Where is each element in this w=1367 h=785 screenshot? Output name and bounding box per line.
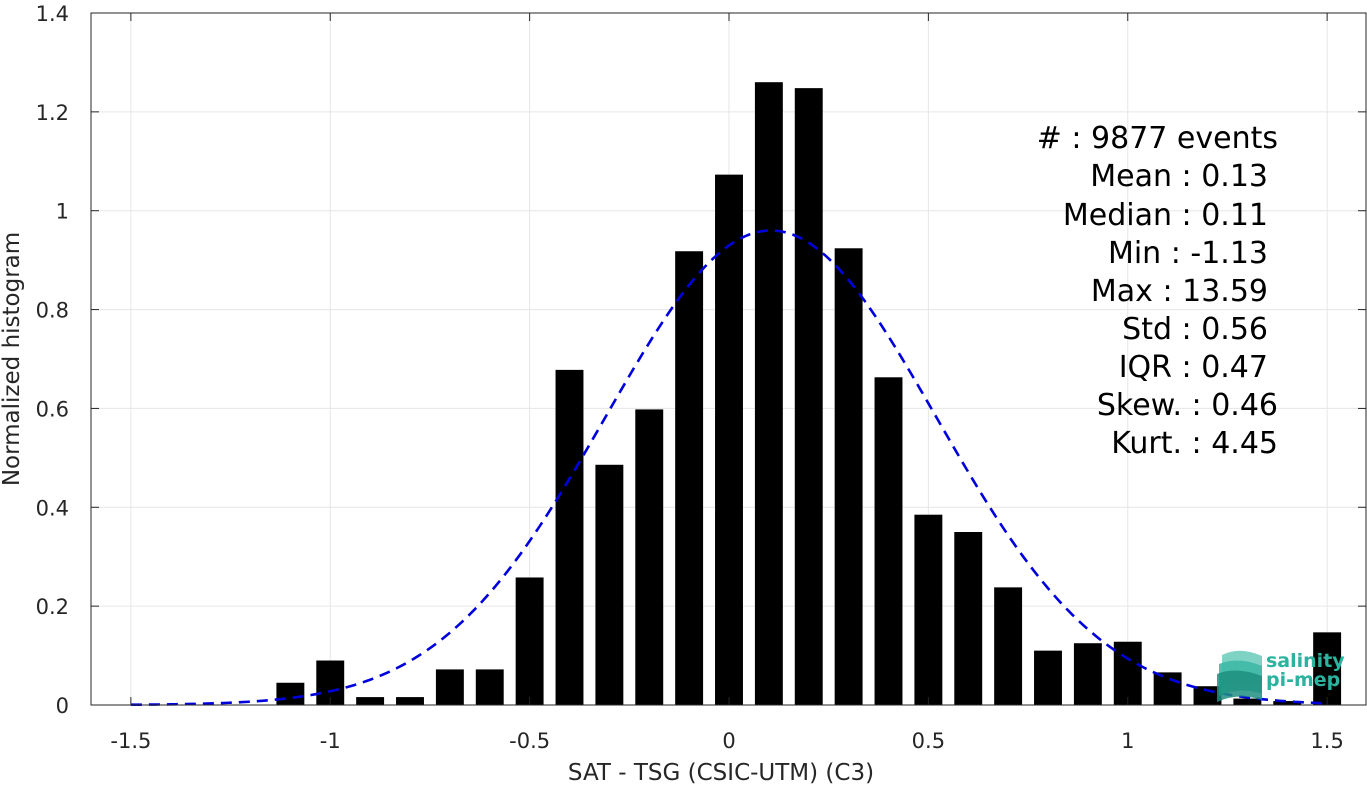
normal-fit-curve <box>130 229 1328 707</box>
logo-wave-icon <box>1217 650 1262 702</box>
y-axis-ticks: 0 0.2 0.4 0.6 0.8 1 1.2 1.4 <box>36 2 1366 718</box>
histogram-bar <box>515 577 544 705</box>
histogram-bar <box>356 697 385 705</box>
histogram-bar <box>1313 632 1342 705</box>
x-axis-label: SAT - TSG (CSIC-UTM) (C3) <box>568 760 874 785</box>
y-tick-label: 0.2 <box>36 595 69 619</box>
stat-skew: Skew. : 0.46 <box>1097 388 1278 423</box>
x-axis-ticks: -1.5 -1 -0.5 0 0.5 1 1.5 <box>110 13 1344 753</box>
statistics-box: # : 9877 events Mean : 0.13 Median : 0.1… <box>1037 121 1278 461</box>
y-tick-label: 0.8 <box>36 299 69 323</box>
y-tick-label: 0.4 <box>36 496 69 520</box>
y-axis-label: Normalized histogram <box>0 232 25 486</box>
histogram-bar <box>874 377 903 705</box>
stat-kurt: Kurt. : 4.45 <box>1111 426 1278 461</box>
histogram-bar <box>1233 698 1262 705</box>
stat-events: # : 9877 events <box>1037 121 1278 156</box>
histogram-bar <box>1153 672 1182 705</box>
histogram-bar <box>475 669 504 705</box>
histogram-bar <box>794 88 823 706</box>
x-tick-label: -0.5 <box>509 729 550 753</box>
histogram-bar <box>994 587 1023 705</box>
histogram-bar <box>954 532 983 705</box>
salinity-pi-mep-logo: salinity pi-mep <box>1217 650 1345 702</box>
stat-median: Median : 0.11 <box>1063 198 1268 233</box>
x-tick-label: 1 <box>1121 729 1134 753</box>
stat-std: Std : 0.56 <box>1122 312 1268 347</box>
x-tick-label: 0 <box>722 729 735 753</box>
stat-min: Min : -1.13 <box>1108 236 1268 271</box>
histogram-bar <box>754 82 783 705</box>
y-tick-label: 1 <box>56 200 69 224</box>
histogram-bar <box>635 409 664 705</box>
histogram-bar <box>1073 643 1102 705</box>
histogram-bar <box>595 464 624 705</box>
histogram-bar <box>1034 650 1062 705</box>
logo-line-2: pi-mep <box>1266 669 1340 691</box>
y-tick-label: 1.4 <box>36 2 69 26</box>
histogram-bar <box>914 514 943 705</box>
y-tick-label: 0.6 <box>36 397 69 421</box>
histogram-bar <box>675 251 704 705</box>
histogram-bar <box>555 369 584 705</box>
logo-line-1: salinity <box>1266 650 1345 672</box>
x-tick-label: -1.5 <box>110 729 151 753</box>
histogram-bar <box>396 697 424 705</box>
histogram-bar <box>1113 641 1142 705</box>
stat-iqr: IQR : 0.47 <box>1119 350 1268 385</box>
y-tick-label: 0 <box>56 694 69 718</box>
histogram-bars <box>276 82 1342 706</box>
histogram-bar <box>1273 701 1302 705</box>
histogram-bar <box>715 174 743 706</box>
histogram-bar <box>435 669 464 705</box>
y-tick-label: 1.2 <box>36 101 69 125</box>
x-tick-label: 0.5 <box>912 729 945 753</box>
x-tick-label: 1.5 <box>1310 729 1343 753</box>
histogram-bar <box>276 682 305 705</box>
x-tick-label: -1 <box>320 729 341 753</box>
stat-mean: Mean : 0.13 <box>1090 159 1268 194</box>
stat-max: Max : 13.59 <box>1091 274 1268 309</box>
histogram-bar <box>834 248 863 705</box>
